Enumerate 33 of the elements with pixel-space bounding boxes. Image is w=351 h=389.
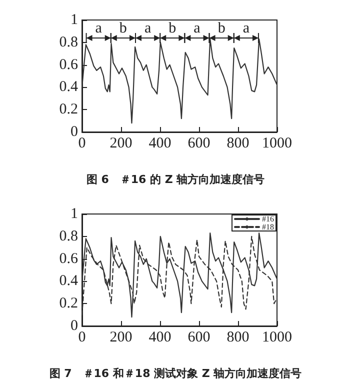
- x-tick-label: 800: [226, 330, 250, 346]
- y-tick-label: 0.8: [59, 34, 78, 50]
- y-tick-label: 0.4: [59, 79, 78, 96]
- y-tick-label: 0.4: [59, 273, 78, 290]
- x-tick-label: 200: [110, 136, 132, 152]
- x-tick-label: 400: [148, 136, 172, 152]
- annotation: a: [95, 20, 102, 36]
- text: 图 6 ＃16 的 Z 轴方向加速度信号: [86, 173, 265, 186]
- y-tick-label: 1: [70, 12, 78, 28]
- y-tick-label: 0.2: [59, 296, 78, 312]
- y-tick-label: 1: [70, 206, 78, 222]
- annotation: a: [242, 20, 250, 36]
- x-tick-label: 1000: [262, 330, 292, 346]
- x-tick-label: 600: [188, 330, 210, 346]
- x-tick-label: 600: [188, 136, 210, 152]
- y-tick-label: 0: [70, 318, 78, 334]
- annotation: a: [144, 20, 152, 36]
- y-tick-label: 0.8: [59, 228, 78, 244]
- annotation: b: [218, 20, 226, 36]
- y-tick-label: 0.2: [59, 102, 78, 118]
- y-tick-label: 0.6: [59, 250, 78, 267]
- y-tick-label: 0.6: [59, 56, 78, 73]
- annotation: b: [119, 20, 127, 36]
- legend-label: #16: [262, 214, 274, 224]
- x-tick-label: 200: [110, 330, 132, 346]
- x-tick-label: 1000: [262, 136, 292, 152]
- x-tick-label: 800: [226, 136, 250, 152]
- annotation: b: [168, 20, 176, 36]
- text: 图 7 ＃16 和＃18 测试对象 Z 轴方向加速度信号: [49, 367, 302, 380]
- x-tick-label: 400: [148, 330, 172, 346]
- y-tick-label: 0: [70, 124, 78, 140]
- annotation: a: [194, 20, 201, 36]
- legend-label: #18: [262, 222, 274, 232]
